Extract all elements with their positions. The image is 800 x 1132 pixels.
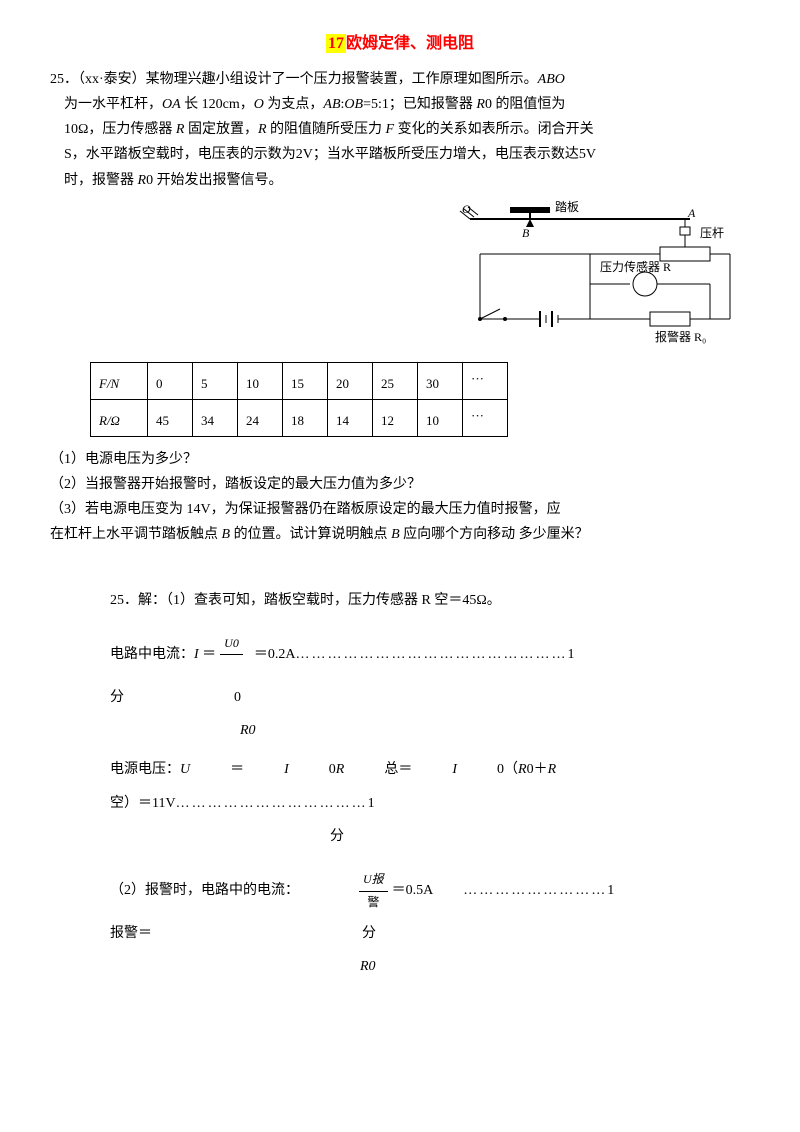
solution-head: 25．解：（1）查表可知，踏板空载时，压力传感器 R 空＝45Ω。 (110, 588, 750, 613)
title-text: 欧姆定律、测电阻 (346, 35, 474, 52)
question-1: （1）电源电压为多少？ (50, 447, 750, 472)
problem-text-3: 10Ω，压力传感器 R 固定放置，R 的阻值随所受压力 F 变化的关系如表所示。… (50, 117, 750, 142)
solution-line-1: 电路中电流： I ＝ U0 ＝0.2A ……………………………………………1 (110, 633, 750, 677)
page-title: 17欧姆定律、测电阻 (50, 30, 750, 59)
question-2: （2）当报警器开始报警时，踏板设定的最大压力值为多少？ (50, 472, 750, 497)
problem-text-5: 时，报警器 R0 开始发出报警信号。 (50, 168, 750, 193)
questions: （1）电源电压为多少？ （2）当报警器开始报警时，踏板设定的最大压力值为多少？ … (50, 447, 750, 548)
label-B: B (522, 223, 529, 245)
problem-text-2: 为一水平杠杆，OA 长 120cm，O 为支点，AB:OB=5:1；已知报警器 … (50, 92, 750, 117)
label-rod: 压杆 (700, 223, 724, 245)
table-row: F/N 0 5 10 15 20 25 30 ··· (91, 362, 508, 399)
solution-line-3b: 报警＝ 分 (110, 921, 750, 946)
solution-line-1b: 分 0 (110, 685, 750, 710)
label-A: A (688, 203, 695, 225)
solution-line-3c: R0 (110, 954, 750, 979)
title-highlight: 17 (326, 34, 346, 53)
circuit-diagram: O 踏板 A B 压杆 压力传感器 R 报警器 R₀ (50, 199, 750, 358)
label-O: O (462, 199, 471, 221)
table-row: R/Ω 45 34 24 18 14 12 10 ··· (91, 399, 508, 436)
problem-text-4: S，水平踏板空载时，电压表的示数为2V；当水平踏板所受压力增大，电压表示数达5V (50, 142, 750, 167)
solution-line-2: 电源电压：U ＝ I 0R 总＝ I 0（R0＋R (110, 757, 750, 782)
solution-line-1c: R0 (110, 718, 750, 743)
data-table: F/N 0 5 10 15 20 25 30 ··· R/Ω 45 34 24 … (90, 362, 508, 437)
question-3b: 在杠杆上水平调节踏板触点 B 的位置。试计算说明触点 B 应向哪个方向移动 多少… (50, 522, 750, 547)
problem-text: 25．（xx·泰安）某物理兴趣小组设计了一个压力报警装置，工作原理如图所示。AB… (50, 67, 750, 92)
label-alarm: 报警器 R₀ (655, 327, 706, 349)
solution-line-2c: 分 (110, 824, 750, 849)
label-sensor: 压力传感器 R (600, 257, 671, 279)
label-pedal: 踏板 (555, 197, 579, 219)
solution: 25．解：（1）查表可知，踏板空载时，压力传感器 R 空＝45Ω。 电路中电流：… (50, 588, 750, 980)
question-3a: （3）若电源电压变为 14V，为保证报警器仍在踏板原设定的最大压力值时报警，应 (50, 497, 750, 522)
solution-line-2b: 空）＝11V………………………………1 (110, 791, 750, 816)
solution-line-3: （2）报警时，电路中的电流： U报 警 ＝0.5A ………………………1 (110, 869, 750, 913)
